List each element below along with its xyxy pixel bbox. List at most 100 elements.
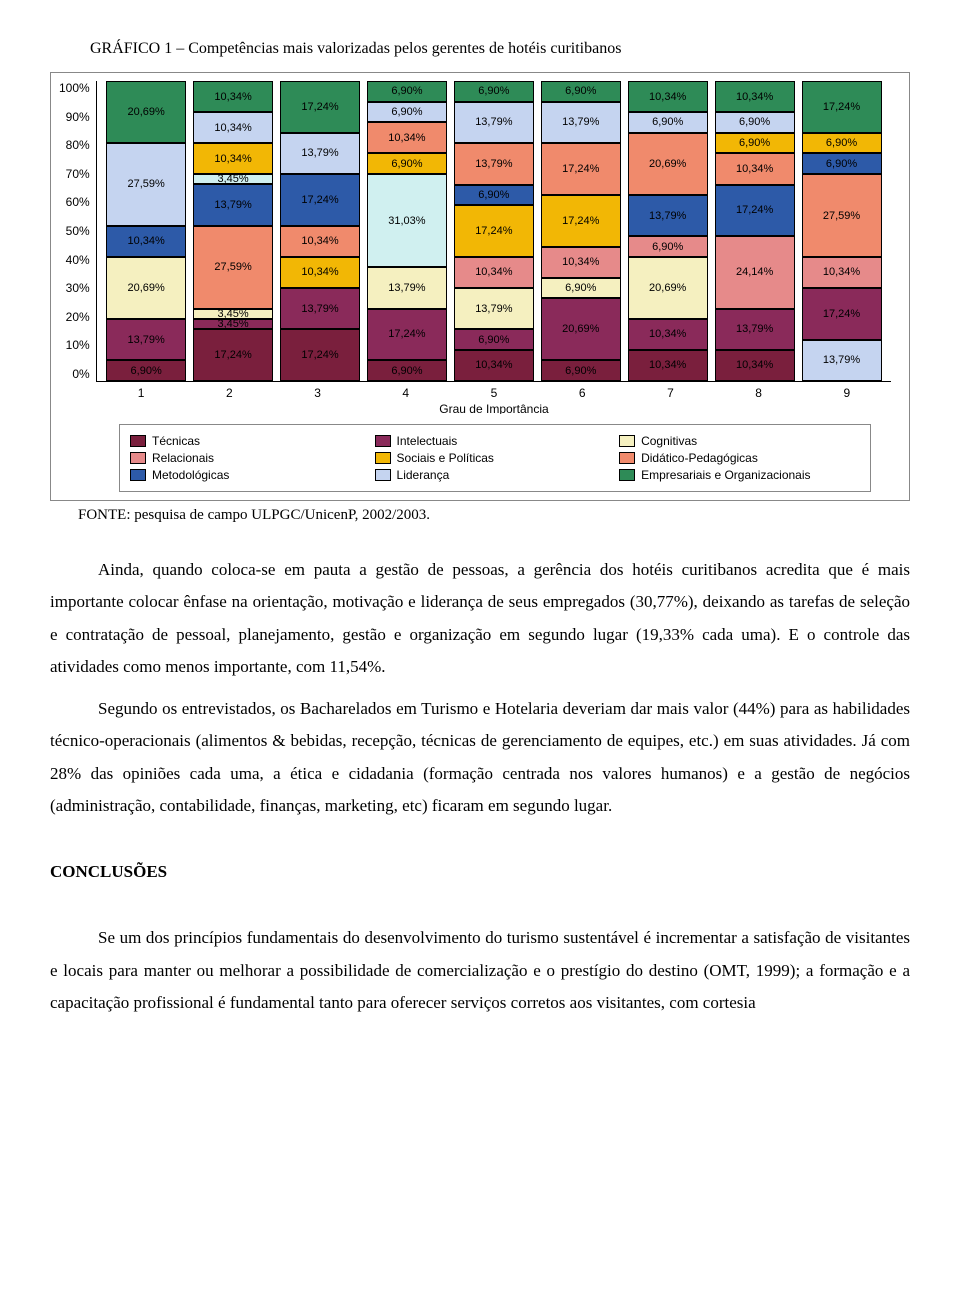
segment-label: 6,90%: [826, 137, 857, 149]
bar-segment: 3,45%: [193, 174, 273, 184]
bar-segment: 10,34%: [628, 319, 708, 350]
bar-segment: 6,90%: [367, 153, 447, 174]
bar-segment: 10,34%: [280, 226, 360, 257]
paragraph-2: Segundo os entrevistados, os Bacharelado…: [50, 693, 910, 822]
x-axis-title: Grau de Importância: [97, 402, 891, 414]
legend-item: Liderança: [375, 468, 616, 482]
bar-segment: 17,24%: [454, 205, 534, 257]
segment-label: 6,90%: [391, 85, 422, 97]
segment-label: 6,90%: [739, 137, 770, 149]
bar-segment: 20,69%: [628, 133, 708, 195]
segment-label: 20,69%: [128, 282, 165, 294]
segment-label: 13,79%: [736, 323, 773, 335]
segment-label: 13,79%: [475, 116, 512, 128]
chart-plot: 6,90%13,79%20,69%10,34%27,59%20,69%17,24…: [96, 81, 891, 382]
segment-label: 10,34%: [736, 91, 773, 103]
bar-segment: 17,24%: [541, 195, 621, 247]
bar-segment: 3,45%: [193, 319, 273, 329]
bar-segment: 10,34%: [367, 122, 447, 153]
segment-label: 6,90%: [478, 334, 509, 346]
segment-label: 6,90%: [391, 365, 422, 377]
bar-segment: 20,69%: [106, 257, 186, 319]
bar-segment: 13,79%: [367, 267, 447, 308]
bar-segment: 6,90%: [106, 360, 186, 381]
segment-label: 13,79%: [128, 334, 165, 346]
y-tick: 20%: [66, 310, 90, 324]
bar-segment: 6,90%: [628, 112, 708, 133]
bar-segment: 10,34%: [193, 143, 273, 174]
segment-label: 6,90%: [652, 241, 683, 253]
legend-item: Didático-Pedagógicas: [619, 451, 860, 465]
legend-item: Técnicas: [130, 434, 371, 448]
legend-row: TécnicasIntelectuaisCognitivas: [130, 434, 860, 448]
bar-segment: 10,34%: [541, 247, 621, 278]
segment-label: 20,69%: [649, 158, 686, 170]
bar-segment: 6,90%: [802, 133, 882, 154]
segment-label: 3,45%: [217, 309, 248, 319]
bar-segment: 17,24%: [280, 174, 360, 226]
segment-label: 13,79%: [301, 147, 338, 159]
segment-label: 3,45%: [217, 174, 248, 184]
stacked-bar: 6,90% 13,79% 20,69% 10,34% 27,59% 20,69%: [106, 81, 186, 381]
segment-label: 27,59%: [823, 210, 860, 222]
legend-label: Liderança: [397, 468, 450, 482]
y-tick: 30%: [66, 281, 90, 295]
segment-label: 6,90%: [478, 189, 509, 201]
x-tick: 8: [719, 386, 799, 400]
legend-item: Empresariais e Organizacionais: [619, 468, 860, 482]
segment-label: 20,69%: [128, 106, 165, 118]
segment-label: 10,34%: [214, 153, 251, 165]
y-tick: 70%: [66, 167, 90, 181]
y-tick: 60%: [66, 195, 90, 209]
bar-segment: 20,69%: [106, 81, 186, 143]
legend-label: Cognitivas: [641, 434, 697, 448]
bar-segment: 10,34%: [454, 257, 534, 288]
legend-item: Metodológicas: [130, 468, 371, 482]
bar-segment: 6,90%: [454, 185, 534, 206]
segment-label: 27,59%: [128, 178, 165, 190]
bar-segment: 27,59%: [106, 143, 186, 226]
chart-legend: TécnicasIntelectuaisCognitivas Relacionai…: [119, 424, 871, 492]
segment-label: 3,45%: [217, 319, 248, 329]
legend-swatch: [375, 469, 391, 481]
bar-segment: 13,79%: [193, 184, 273, 225]
section-heading-conclusoes: CONCLUSÕES: [50, 862, 910, 882]
segment-label: 17,24%: [388, 328, 425, 340]
x-tick: 4: [366, 386, 446, 400]
x-tick: 1: [101, 386, 181, 400]
legend-label: Relacionais: [152, 451, 214, 465]
bar-segment: 6,90%: [628, 236, 708, 257]
segment-label: 17,24%: [475, 225, 512, 237]
chart-source: FONTE: pesquisa de campo ULPGC/UnicenP, …: [78, 507, 910, 524]
segment-label: 24,14%: [736, 266, 773, 278]
segment-label: 20,69%: [649, 282, 686, 294]
bar-segment: 10,34%: [715, 350, 795, 381]
y-tick: 100%: [59, 81, 90, 95]
legend-swatch: [619, 469, 635, 481]
segment-label: 17,24%: [562, 215, 599, 227]
y-axis: 100%90%80%70%60%50%40%30%20%10%0%: [59, 81, 96, 381]
bar-segment: 6,90%: [541, 81, 621, 102]
segment-label: 10,34%: [736, 359, 773, 371]
bar-segment: 13,79%: [802, 340, 882, 381]
bar-segment: 13,79%: [715, 309, 795, 350]
segment-label: 6,90%: [391, 158, 422, 170]
segment-label: 10,34%: [128, 235, 165, 247]
stacked-bar: 10,34%10,34%20,69%6,90%13,79%20,69%6,90%…: [628, 81, 708, 381]
bar-segment: 31,03%: [367, 174, 447, 267]
x-axis-labels: 123456789: [97, 386, 891, 400]
x-tick: 6: [542, 386, 622, 400]
segment-label: 10,34%: [388, 132, 425, 144]
stacked-bar: 17,24%3,45%3,45%27,59%13,79%3,45%10,34%1…: [193, 81, 273, 381]
y-tick: 50%: [66, 224, 90, 238]
bar-segment: 24,14%: [715, 236, 795, 308]
bar-segment: 27,59%: [193, 226, 273, 309]
segment-label: 13,79%: [475, 158, 512, 170]
segment-label: 6,90%: [565, 365, 596, 377]
bar-segment: 6,90%: [541, 278, 621, 299]
bar-segment: 6,90%: [367, 360, 447, 381]
bar-segment: 6,90%: [367, 102, 447, 123]
legend-label: Empresariais e Organizacionais: [641, 468, 810, 482]
y-tick: 10%: [66, 338, 90, 352]
x-tick: 3: [278, 386, 358, 400]
